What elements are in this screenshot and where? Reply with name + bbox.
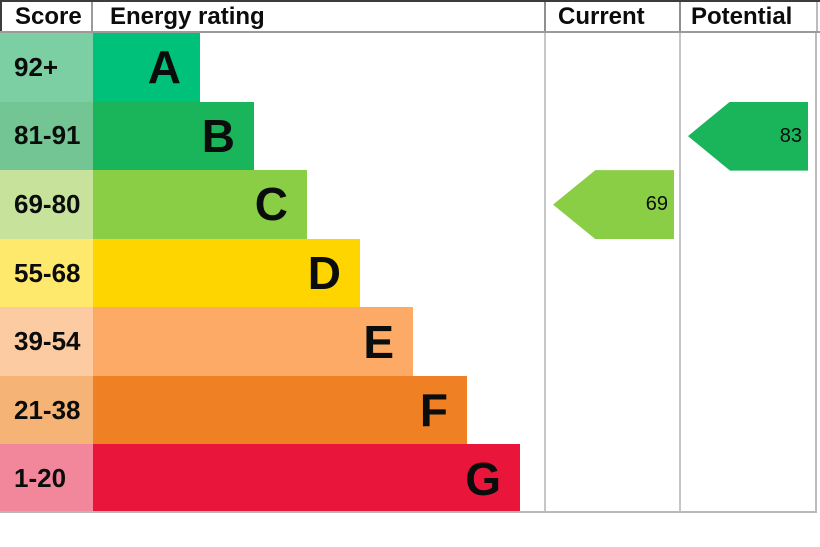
header-current: Current <box>544 2 679 31</box>
header-row: Score Energy rating Current Potential <box>0 0 820 33</box>
band-row-d: 55-68 D <box>0 238 546 308</box>
score-range-label: 1-20 <box>14 463 67 494</box>
band-bar-g: G <box>93 444 520 514</box>
band-row-c: 69-80 C <box>0 170 546 239</box>
band-row-b: 81-91 B <box>0 101 546 171</box>
header-score: Score <box>0 2 93 31</box>
bottom-border <box>0 511 817 513</box>
current-rating-arrow: 69 <box>553 170 674 240</box>
divider-chart-current <box>544 33 546 513</box>
score-cell-e: 39-54 <box>0 307 93 376</box>
score-cell-b: 81-91 <box>0 101 93 171</box>
score-cell-g: 1-20 <box>0 444 93 514</box>
band-bar-c: C <box>93 170 307 239</box>
band-bar-b: B <box>93 101 254 171</box>
band-row-e: 39-54 E <box>0 307 546 376</box>
band-letter: E <box>363 315 394 368</box>
score-range-label: 92+ <box>14 51 59 82</box>
score-range-label: 81-91 <box>14 120 81 151</box>
band-letter: B <box>201 109 235 162</box>
potential-rating-value: 83 <box>779 124 802 147</box>
band-row-f: 21-38 F <box>0 375 546 445</box>
right-border <box>815 33 817 513</box>
header-energy-rating: Energy rating <box>110 2 265 30</box>
band-letter: G <box>465 452 501 505</box>
score-cell-a: 92+ <box>0 33 93 102</box>
band-row-g: 1-20 G <box>0 444 546 514</box>
band-letter: C <box>254 178 288 231</box>
score-range-label: 55-68 <box>14 257 81 288</box>
band-letter: A <box>147 41 181 94</box>
divider-current-potential <box>679 33 681 513</box>
band-bar-f: F <box>93 375 467 445</box>
score-range-label: 69-80 <box>14 188 81 219</box>
score-cell-f: 21-38 <box>0 375 93 445</box>
score-cell-c: 69-80 <box>0 170 93 239</box>
potential-rating-arrow: 83 <box>688 101 808 171</box>
band-letter: D <box>307 247 341 300</box>
band-letter: F <box>419 384 448 437</box>
band-row-a: 92+ A <box>0 33 546 102</box>
band-bar-e: E <box>93 307 413 376</box>
score-cell-d: 55-68 <box>0 238 93 308</box>
score-range-label: 39-54 <box>14 326 81 357</box>
current-rating-value: 69 <box>645 193 668 216</box>
header-potential: Potential <box>679 2 818 31</box>
score-range-label: 21-38 <box>14 394 81 425</box>
band-bar-d: D <box>93 238 360 308</box>
band-rows: 92+ A 81-91 B 69-80 C 55-68 D 39-54 E 21… <box>0 33 546 514</box>
band-bar-a: A <box>93 33 200 102</box>
